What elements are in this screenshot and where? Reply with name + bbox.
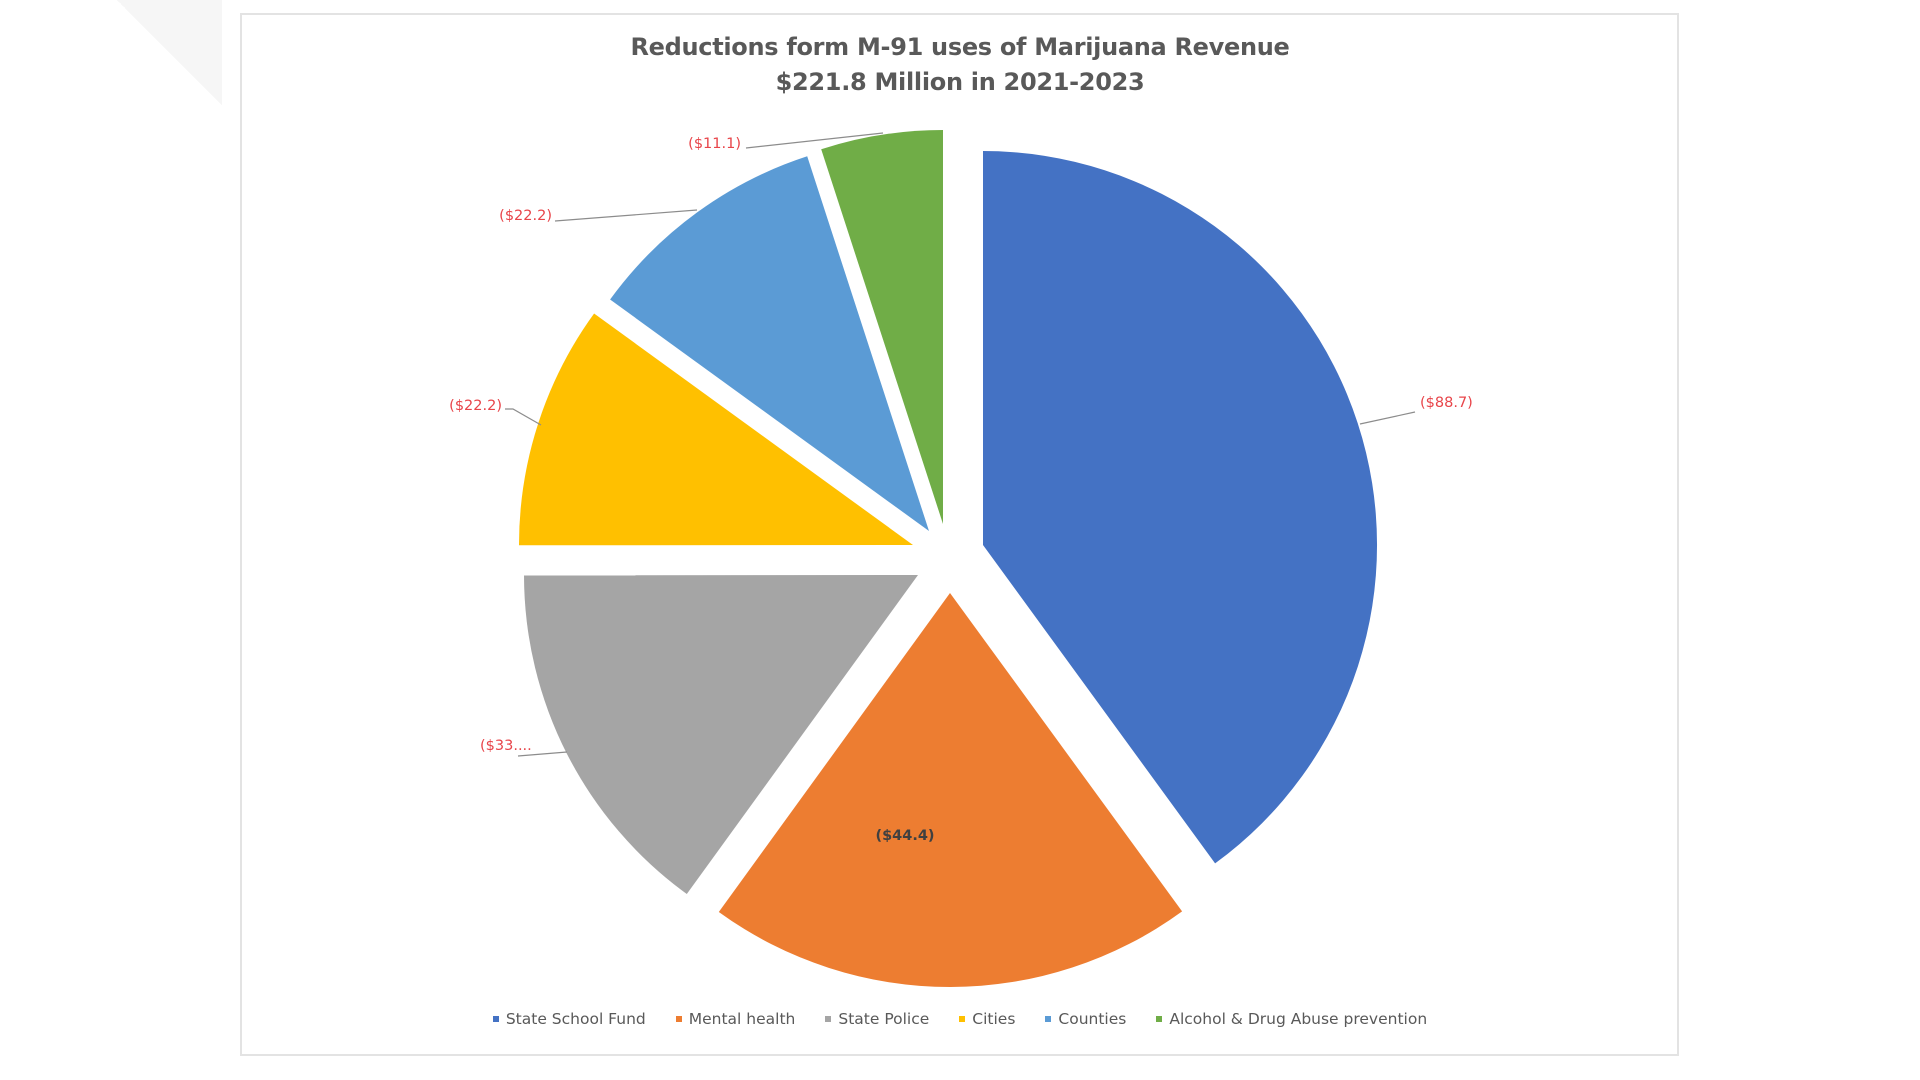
- pie-slice-alcohol-drug-abuse-prevention: [821, 130, 943, 524]
- legend-label: State School Fund: [505, 1010, 646, 1028]
- legend-label: Mental health: [688, 1010, 796, 1028]
- data-label-mental-health: ($44.4): [875, 828, 934, 844]
- pie-slice-state-school-fund: [983, 151, 1378, 864]
- chart-legend: State School Fund Mental health State Po…: [0, 1010, 1920, 1028]
- legend-label: State Police: [838, 1010, 930, 1028]
- legend-swatch: [492, 1016, 499, 1022]
- legend-item-alcohol-drug-abuse-prevention: Alcohol & Drug Abuse prevention: [1156, 1010, 1427, 1028]
- legend-swatch: [675, 1016, 682, 1022]
- pie-slice-state-police: [524, 575, 918, 894]
- legend-swatch: [1156, 1016, 1163, 1022]
- legend-item-cities: Cities: [959, 1010, 1015, 1028]
- legend-swatch: [1045, 1016, 1052, 1022]
- data-label-state-police: ($33....: [480, 738, 532, 754]
- legend-label: Cities: [972, 1010, 1016, 1028]
- data-label-state-school-fund: ($88.7): [1420, 395, 1473, 411]
- chart-title: Reductions form M-91 uses of Marijuana R…: [0, 30, 1920, 100]
- data-label-cities: ($22.2): [449, 398, 502, 414]
- chart-title-line-1: Reductions form M-91 uses of Marijuana R…: [630, 33, 1290, 61]
- legend-item-mental-health: Mental health: [675, 1010, 796, 1028]
- leader-line: [745, 132, 884, 149]
- decorative-corner-shape: [117, 0, 222, 105]
- pie-slice-mental-health: [718, 593, 1183, 987]
- legend-swatch: [959, 1016, 966, 1022]
- pie-slice-cities: [518, 313, 913, 546]
- data-label-alcohol-drug-abuse-prevention: ($11.1): [688, 136, 741, 152]
- legend-swatch: [825, 1016, 832, 1022]
- leader-line: [554, 209, 698, 222]
- legend-item-counties: Counties: [1045, 1010, 1126, 1028]
- data-label-counties: ($22.2): [499, 208, 552, 224]
- legend-label: Alcohol & Drug Abuse prevention: [1169, 1010, 1428, 1028]
- pie-slice-counties: [610, 156, 929, 532]
- leader-line: [517, 751, 568, 757]
- leader-line: [505, 408, 542, 426]
- leader-line: [1359, 411, 1416, 425]
- legend-item-state-school-fund: State School Fund: [492, 1010, 646, 1028]
- chart-title-line-2: $221.8 Million in 2021-2023: [775, 68, 1145, 96]
- legend-label: Counties: [1058, 1010, 1127, 1028]
- legend-item-state-police: State Police: [825, 1010, 929, 1028]
